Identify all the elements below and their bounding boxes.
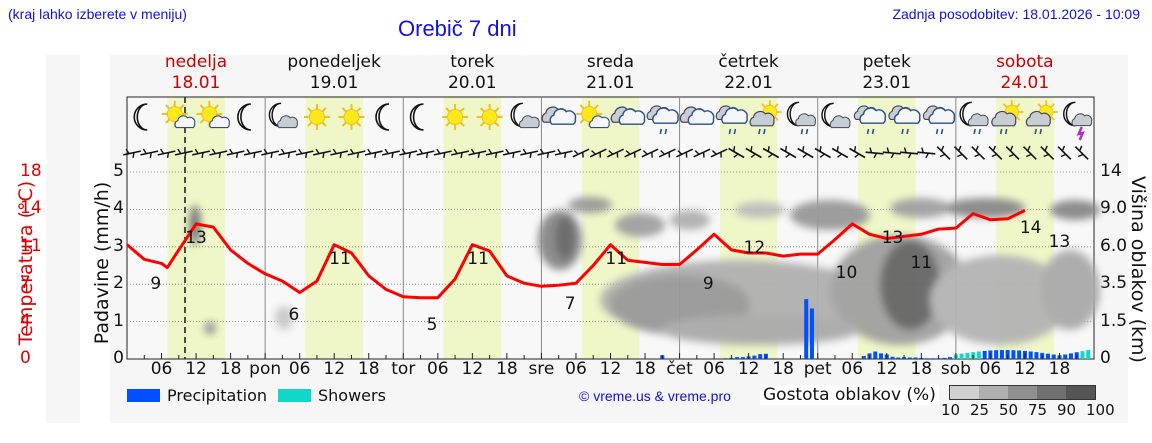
cloud-height-tick: 0 xyxy=(1100,348,1111,368)
hour-label: 12 xyxy=(185,359,207,379)
copyright-link[interactable]: © vreme.us & vreme.pro xyxy=(579,388,731,404)
hour-label: 06 xyxy=(841,359,864,379)
cloud-height-tick: 3.5 xyxy=(1100,273,1128,294)
cloud-height-tick: 14 xyxy=(1100,161,1122,181)
cloud-density-tick: 75 xyxy=(1028,401,1048,419)
page-title: Orebič 7 dni xyxy=(398,16,517,41)
temperature-label: 12 xyxy=(743,238,766,259)
day-abbr-label: pon xyxy=(249,359,282,379)
cloud-density-tick: 100 xyxy=(1086,401,1115,419)
temperature-tick: 7 xyxy=(20,273,31,294)
day-header: sobota 24.01 xyxy=(996,52,1054,93)
location-hint: (kraj lahko izberete v meniju) xyxy=(8,6,187,22)
temperature-label: 13 xyxy=(1048,231,1071,252)
temperature-label: 5 xyxy=(426,315,438,336)
hour-label: 12 xyxy=(323,359,346,379)
temperature-tick: 14 xyxy=(20,198,42,219)
hour-label: 06 xyxy=(565,359,587,379)
showers-legend-label: Showers xyxy=(318,386,386,405)
cloud-density-tick: 10 xyxy=(941,401,961,419)
precipitation-tick: 2 xyxy=(113,273,124,294)
moon-cloud-thunder-icon xyxy=(1063,101,1093,141)
temperature-label: 13 xyxy=(185,227,207,248)
hour-label: 18 xyxy=(496,359,518,379)
day-abbr-label: sob xyxy=(940,359,971,379)
temperature-tick: 11 xyxy=(20,235,42,256)
hour-label: 18 xyxy=(219,359,242,379)
cloud-density-colorbar xyxy=(949,385,1096,400)
hour-label: 06 xyxy=(703,359,725,379)
cloud-density-tick: 90 xyxy=(1057,401,1077,419)
temperature-line xyxy=(126,209,1026,300)
day-header: nedelja 18.01 xyxy=(164,52,228,93)
temperature-label: 11 xyxy=(605,248,628,269)
temp-axis-panel xyxy=(46,55,80,423)
day-header: ponedeljek 19.01 xyxy=(287,52,381,93)
precipitation-tick: 1 xyxy=(113,310,124,331)
day-abbr-label: sre xyxy=(528,359,555,379)
hour-label: 12 xyxy=(599,359,622,379)
colorbar-segment xyxy=(1037,386,1066,399)
colorbar-segment xyxy=(1008,386,1037,399)
hour-label: 12 xyxy=(1014,359,1036,379)
wind-barbs xyxy=(123,145,1089,160)
hour-label: 18 xyxy=(357,359,380,379)
day-abbr-label: tor xyxy=(391,359,416,379)
temperature-label: 10 xyxy=(835,263,858,284)
hour-tick-marks xyxy=(143,353,1078,359)
temperature-label: 11 xyxy=(329,248,351,269)
cloud-height-tick: 9.0 xyxy=(1100,198,1128,219)
temperature-tick: 4 xyxy=(20,310,31,331)
colorbar-segment xyxy=(950,386,979,399)
precipitation-legend-label: Precipitation xyxy=(167,386,268,405)
temperature-tick: 0 xyxy=(20,348,31,368)
cloud-density-tick: 50 xyxy=(999,401,1019,419)
temperature-label: 7 xyxy=(564,294,576,315)
day-abbr-label: čet xyxy=(666,359,693,379)
temperature-label: 6 xyxy=(288,304,300,325)
hour-label: 18 xyxy=(634,359,656,379)
temperature-label: 9 xyxy=(150,273,162,294)
day-header: četrtek 22.01 xyxy=(718,52,779,93)
cloud-height-tick: 1.5 xyxy=(1100,310,1128,331)
cloud-density-tick: 25 xyxy=(970,401,990,419)
precipitation-swatch xyxy=(127,389,160,402)
cloud-height-tick: 6.0 xyxy=(1100,235,1128,256)
weather-icons xyxy=(133,99,1093,141)
temperature-label: 9 xyxy=(702,273,714,294)
colorbar-segment xyxy=(979,386,1008,399)
hour-label: 06 xyxy=(150,359,173,379)
temperature-label: 11 xyxy=(910,252,933,273)
temperature-label: 11 xyxy=(467,248,489,269)
cloud-density-title: Gostota oblakov (%) xyxy=(760,385,939,405)
precipitation-tick: 5 xyxy=(113,161,124,181)
hour-label: 12 xyxy=(461,359,484,379)
colorbar-segment xyxy=(1066,386,1095,399)
hour-label: 06 xyxy=(288,359,311,379)
day-header: torek 20.01 xyxy=(447,52,497,93)
hour-label: 18 xyxy=(910,359,933,379)
day-abbr-label: pet xyxy=(803,359,832,379)
precipitation-tick: 0 xyxy=(113,348,124,368)
day-header: petek 23.01 xyxy=(862,52,912,93)
hour-label: 18 xyxy=(772,359,794,379)
temperature-label: 14 xyxy=(1019,217,1042,238)
temperature-label: 13 xyxy=(881,227,904,248)
hour-label: 06 xyxy=(979,359,1002,379)
temperature-tick: 18 xyxy=(20,161,42,181)
day-header: sreda 21.01 xyxy=(586,52,635,93)
hour-label: 12 xyxy=(875,359,898,379)
hour-label: 18 xyxy=(1048,359,1071,379)
precipitation-tick: 4 xyxy=(113,198,124,219)
hour-label: 06 xyxy=(426,359,449,379)
showers-swatch xyxy=(278,389,311,402)
hour-label: 12 xyxy=(737,359,760,379)
last-updated: Zadnja posodobitev: 18.01.2026 - 10:09 xyxy=(892,6,1140,22)
precipitation-tick: 3 xyxy=(113,235,124,256)
